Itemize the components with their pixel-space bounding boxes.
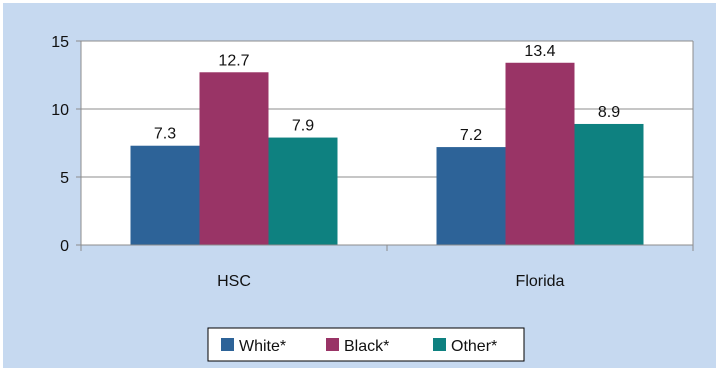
data-label: 7.2 xyxy=(460,127,482,144)
bar-black-hsc xyxy=(199,72,269,245)
bar-black-florida xyxy=(505,62,575,246)
y-tick-label: 15 xyxy=(51,34,69,51)
legend-label: White* xyxy=(239,338,286,355)
legend-label: Black* xyxy=(344,338,389,355)
data-label: 7.9 xyxy=(292,118,314,135)
data-label: 13.4 xyxy=(524,43,555,60)
x-category-label: HSC xyxy=(217,273,251,290)
legend-label: Other* xyxy=(451,338,497,355)
y-tick-label: 10 xyxy=(51,102,69,119)
chart-container: 0 5 10 15 7.3 12.7 7.9 HSC 7.2 13.4 8.9 Florida Whi… xyxy=(3,3,716,368)
bar-other-florida xyxy=(574,123,644,245)
legend-swatch xyxy=(221,338,234,351)
bar-chart: 0 5 10 15 7.3 12.7 7.9 HSC 7.2 13.4 8.9 Florida Whi… xyxy=(51,34,694,362)
legend-swatch xyxy=(433,338,446,351)
y-tick-label: 5 xyxy=(60,170,69,187)
data-label: 8.9 xyxy=(598,104,620,121)
bar-other-hsc xyxy=(268,137,338,245)
data-label: 7.3 xyxy=(154,126,176,143)
data-label: 12.7 xyxy=(218,52,249,69)
x-category-label: Florida xyxy=(516,273,565,290)
bar-white-florida xyxy=(436,147,506,245)
y-tick-label: 0 xyxy=(60,238,69,255)
legend-box xyxy=(207,327,525,362)
bar-white-hsc xyxy=(130,145,200,245)
legend-swatch xyxy=(326,338,339,351)
